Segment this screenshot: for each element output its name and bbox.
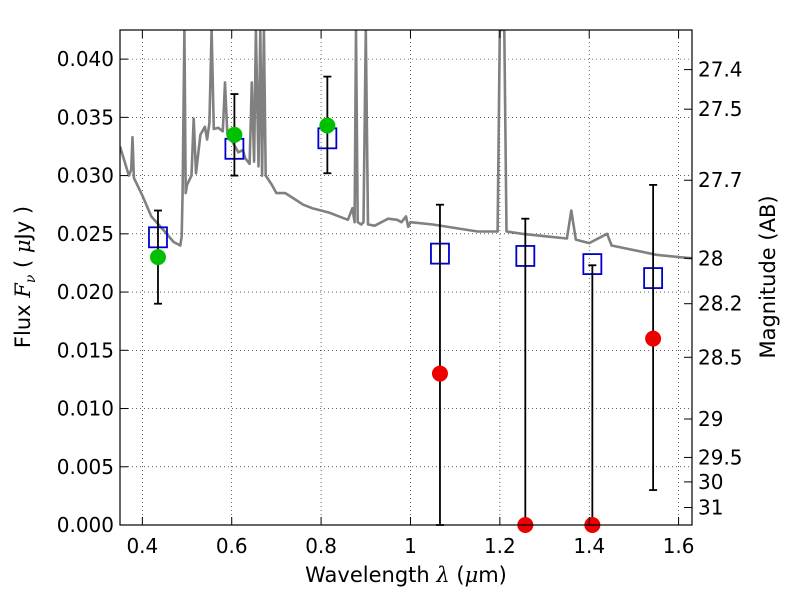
spectrum-layer — [120, 30, 692, 260]
y-tick-label: 0.010 — [57, 397, 114, 421]
y-tick-label: 0.005 — [57, 455, 114, 479]
mag-tick-label: 29 — [698, 407, 723, 431]
y-tick-label: 0.015 — [57, 338, 114, 362]
y-tick-label: 0.040 — [57, 47, 114, 71]
axis-ticks: 0.4 0.6 0.8 1 1.2 1.4 1.6 0.000 0.005 0.010 0.015 0… — [57, 30, 743, 558]
mag-tick-label: 29.5 — [698, 445, 743, 469]
x-tick-label: 0.6 — [216, 534, 248, 558]
mag-tick-label: 31 — [698, 496, 723, 520]
grid-lines — [120, 30, 692, 525]
mag-tick-label: 30 — [698, 470, 723, 494]
x-tick-label: 0.4 — [126, 534, 158, 558]
mag-tick-label: 27.4 — [698, 58, 743, 82]
x-tick-label: 1 — [404, 534, 417, 558]
mag-tick-label: 28 — [698, 246, 723, 270]
y-tick-label: 0.035 — [57, 105, 114, 129]
x-tick-label: 1.4 — [573, 534, 605, 558]
mag-tick-label: 27.5 — [698, 97, 743, 121]
y-tick-label: 0.025 — [57, 222, 114, 246]
y-tick-label: 0.000 — [57, 513, 114, 537]
mag-tick-label: 28.2 — [698, 292, 743, 316]
data-points-layer — [148, 75, 664, 533]
x-tick-label: 0.8 — [305, 534, 337, 558]
x-axis-label: Wavelength λ (μm) — [305, 563, 507, 587]
nondetection-point — [645, 330, 662, 347]
plot-frame — [119, 29, 693, 526]
detection-point — [149, 249, 166, 266]
y2-axis-label: Magnitude (AB) — [756, 195, 780, 358]
detection-point — [319, 117, 336, 134]
mag-tick-label: 28.5 — [698, 345, 743, 369]
x-tick-label: 1.6 — [663, 534, 695, 558]
y-tick-label: 0.020 — [57, 280, 114, 304]
y-tick-label: 0.030 — [57, 164, 114, 188]
nondetection-point — [431, 365, 448, 382]
detection-point — [226, 126, 243, 143]
x-tick-label: 1.2 — [484, 534, 516, 558]
y-axis-label: Flux Fν ( μJy ) — [11, 206, 39, 348]
spectrum-line — [120, 30, 692, 260]
mag-tick-label: 27.7 — [698, 168, 743, 192]
